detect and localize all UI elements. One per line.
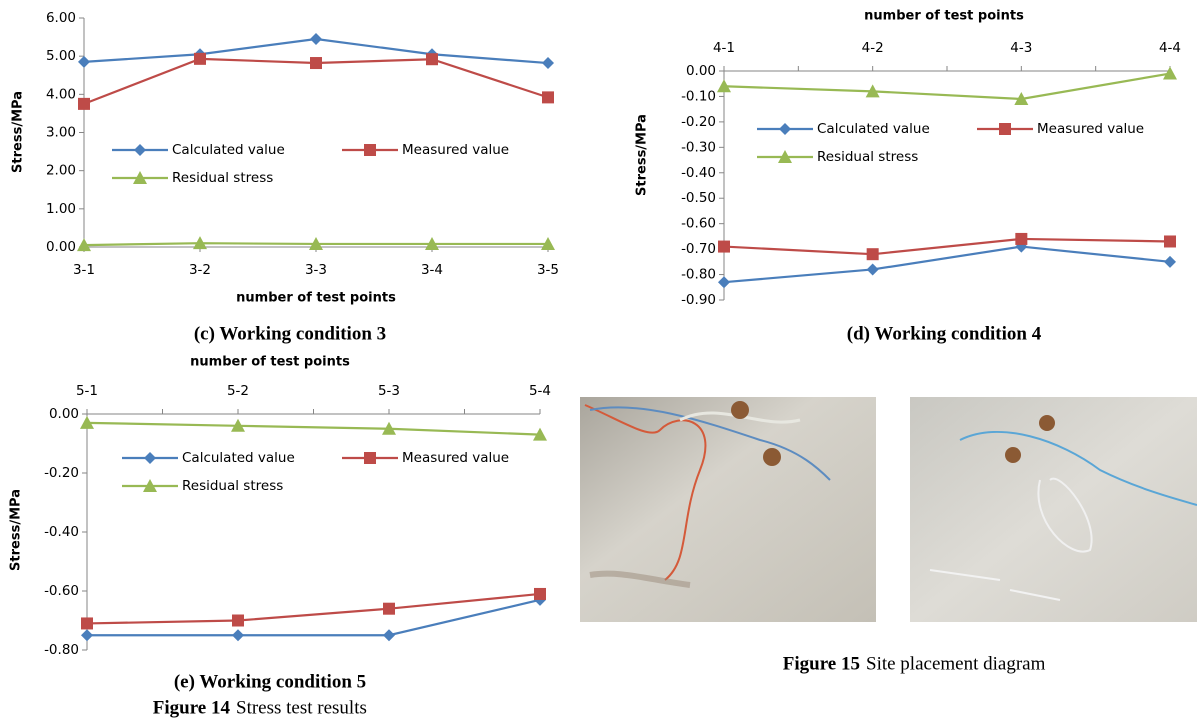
figure-caption: Site placement diagram [866,653,1046,674]
y-tick-label: -0.30 [681,139,716,155]
x-axis-title: number of test points [190,355,350,370]
x-tick-label: 4-1 [713,40,735,56]
y-axis-title: Stress/MPa [635,114,650,196]
legend-marker [364,144,376,156]
point [310,33,322,45]
legend-label: Measured value [1037,121,1144,137]
y-tick-label: 0.00 [49,406,79,422]
legend-marker [134,144,146,156]
point [1164,235,1176,247]
series-line [724,74,1170,99]
y-tick-label: -0.20 [681,114,716,130]
y-tick-label: 5.00 [46,48,76,64]
y-tick-label: -0.60 [681,216,716,232]
y-axis-title: Stress/MPa [11,91,26,173]
point [718,276,730,288]
x-tick-label: 3-1 [73,262,95,278]
legend-label: Measured value [402,450,509,466]
x-tick-label: 4-4 [1159,40,1181,56]
x-tick-label: 3-3 [305,262,327,278]
legend-marker [999,123,1011,135]
y-tick-label: -0.80 [44,642,79,658]
series-line [87,594,540,624]
figure-caption: Stress test results [236,697,367,718]
series-line [87,600,540,635]
point [1163,67,1177,80]
y-tick-label: -0.90 [681,292,716,308]
point [78,56,90,68]
legend-label: Calculated value [172,142,285,158]
y-tick-label: 0.00 [686,63,716,79]
point [867,263,879,275]
x-tick-label: 3-5 [537,262,559,278]
legend-label: Measured value [402,142,509,158]
point [718,241,730,253]
point [867,248,879,260]
x-tick-label: 5-3 [378,383,400,399]
x-tick-label: 3-4 [421,262,443,278]
point [542,91,554,103]
legend-label: Residual stress [172,170,273,186]
x-tick-label: 5-2 [227,383,249,399]
legend-label: Calculated value [182,450,295,466]
series-line [87,423,540,435]
point [81,617,93,629]
legend-marker [364,452,376,464]
chart-title: (e) Working condition 5 [174,671,366,692]
y-tick-label: -0.60 [44,583,79,599]
x-axis-title: number of test points [236,291,396,306]
point [426,53,438,65]
y-tick-label: 3.00 [46,125,76,141]
point [383,629,395,641]
x-tick-label: 4-2 [862,40,884,56]
legend-marker [144,452,156,464]
x-axis-title: number of test points [864,9,1024,24]
point [232,629,244,641]
y-tick-label: 0.00 [46,239,76,255]
chart-title: (d) Working condition 4 [847,323,1042,344]
y-tick-label: -0.70 [681,241,716,257]
point [78,98,90,110]
point [232,615,244,627]
point [81,629,93,641]
x-tick-label: 3-2 [189,262,211,278]
point [1164,256,1176,268]
point [383,603,395,615]
y-tick-label: -0.20 [44,465,79,481]
point [542,57,554,69]
point [1015,233,1027,245]
point [534,588,546,600]
y-tick-label: -0.40 [681,165,716,181]
legend-marker [779,123,791,135]
y-tick-label: -0.80 [681,267,716,283]
x-tick-label: 5-4 [529,383,551,399]
series-line [724,247,1170,283]
point [310,57,322,69]
site-photo [910,397,1197,622]
y-tick-label: -0.10 [681,88,716,104]
y-tick-label: -0.50 [681,190,716,206]
y-axis-title: Stress/MPa [9,489,24,571]
y-tick-label: 2.00 [46,163,76,179]
figure-page: Figure 15 Site placement diagram Figure … [0,0,1197,722]
figure-label: Figure 14 [153,697,231,718]
y-tick-label: 1.00 [46,201,76,217]
y-tick-label: 6.00 [46,10,76,26]
legend-label: Residual stress [817,149,918,165]
site-photo [580,397,876,622]
chart-title: (c) Working condition 3 [194,323,386,344]
series-line [724,239,1170,254]
legend-label: Residual stress [182,478,283,494]
x-tick-label: 5-1 [76,383,98,399]
y-tick-label: -0.40 [44,524,79,540]
point [194,53,206,65]
x-tick-label: 4-3 [1010,40,1032,56]
y-tick-label: 4.00 [46,86,76,102]
legend-label: Calculated value [817,121,930,137]
figure-label: Figure 15 [783,653,860,674]
